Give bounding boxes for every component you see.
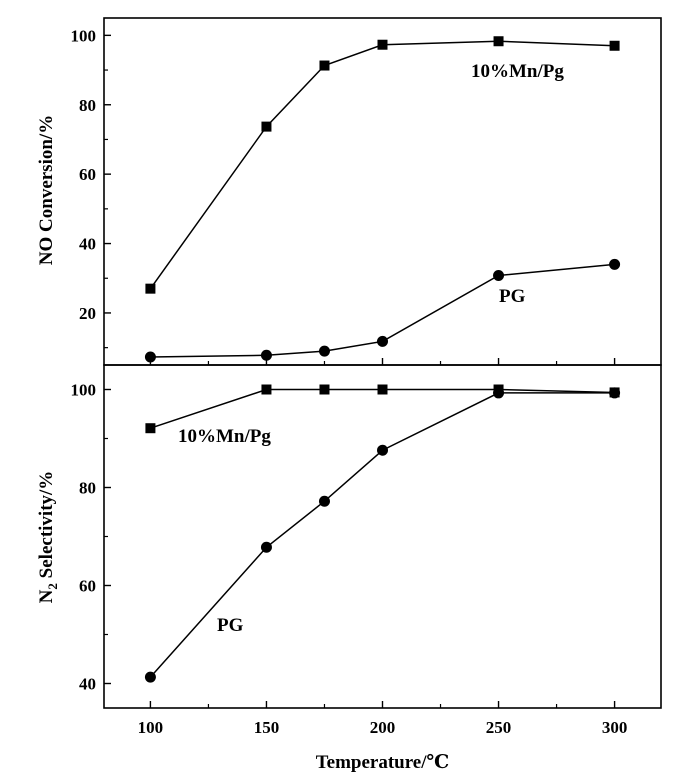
data-point-circle	[318, 495, 330, 507]
x-tick-label: 300	[602, 718, 628, 737]
data-point-circle	[260, 541, 272, 553]
y-tick-label: 100	[71, 381, 97, 400]
data-point-circle	[377, 444, 388, 456]
x-tick-label: 100	[138, 718, 164, 737]
y-axis-label: N2 Selectivity/%	[36, 471, 60, 604]
y-tick-label: 100	[71, 26, 97, 45]
y-tick-label: 60	[79, 577, 96, 596]
y-tick-label: 80	[79, 479, 96, 498]
series-label: PG	[217, 615, 244, 636]
series-label: PG	[499, 286, 526, 307]
data-point-square	[145, 283, 156, 294]
data-point-square	[609, 40, 620, 51]
data-point-circle	[493, 269, 505, 281]
chart-panel-bottom: 40 60 80 100 100 150 200 250 300 Temperature/℃ N2 …	[36, 364, 662, 773]
x-tick-label: 250	[486, 718, 512, 737]
series-line-pg	[150, 263, 615, 358]
y-axis-label: NO Conversion/%	[36, 115, 57, 265]
plot-frame	[103, 17, 662, 366]
data-point-square	[261, 121, 272, 132]
data-point-circle	[318, 345, 330, 357]
data-point-square	[377, 384, 388, 395]
y-tick-label: 80	[79, 96, 96, 115]
data-point-circle	[260, 349, 272, 361]
series-label: 10%Mn/Pg	[471, 61, 564, 82]
data-point-circle	[144, 671, 156, 683]
data-point-circle	[144, 351, 156, 363]
x-axis-label: Temperature/℃	[316, 752, 450, 773]
data-point-square	[261, 384, 272, 395]
y-tick-label: 60	[79, 165, 96, 184]
y-tick-label: 20	[79, 304, 96, 323]
data-point-square	[319, 384, 330, 395]
data-point-circle	[609, 387, 621, 399]
x-tick-label: 200	[370, 718, 396, 737]
y-tick-label: 40	[79, 675, 96, 694]
series-line-pg	[149, 392, 615, 678]
data-point-square	[145, 423, 156, 434]
y-tick-label: 40	[79, 235, 96, 254]
series-label: 10%Mn/Pg	[178, 426, 271, 447]
data-point-square	[319, 60, 330, 71]
data-point-square	[493, 36, 504, 47]
data-point-square	[377, 39, 388, 50]
chart-panel-top: 20 40 60 80 100 NO Conversion/% 10%Mn/Pg PG	[36, 17, 662, 366]
data-point-circle	[377, 335, 388, 347]
data-point-circle	[609, 258, 621, 270]
data-point-circle	[493, 387, 505, 399]
series-line-10-mn-pg	[150, 388, 615, 429]
series-line-10-mn-pg	[149, 40, 615, 290]
x-tick-label: 150	[254, 718, 280, 737]
